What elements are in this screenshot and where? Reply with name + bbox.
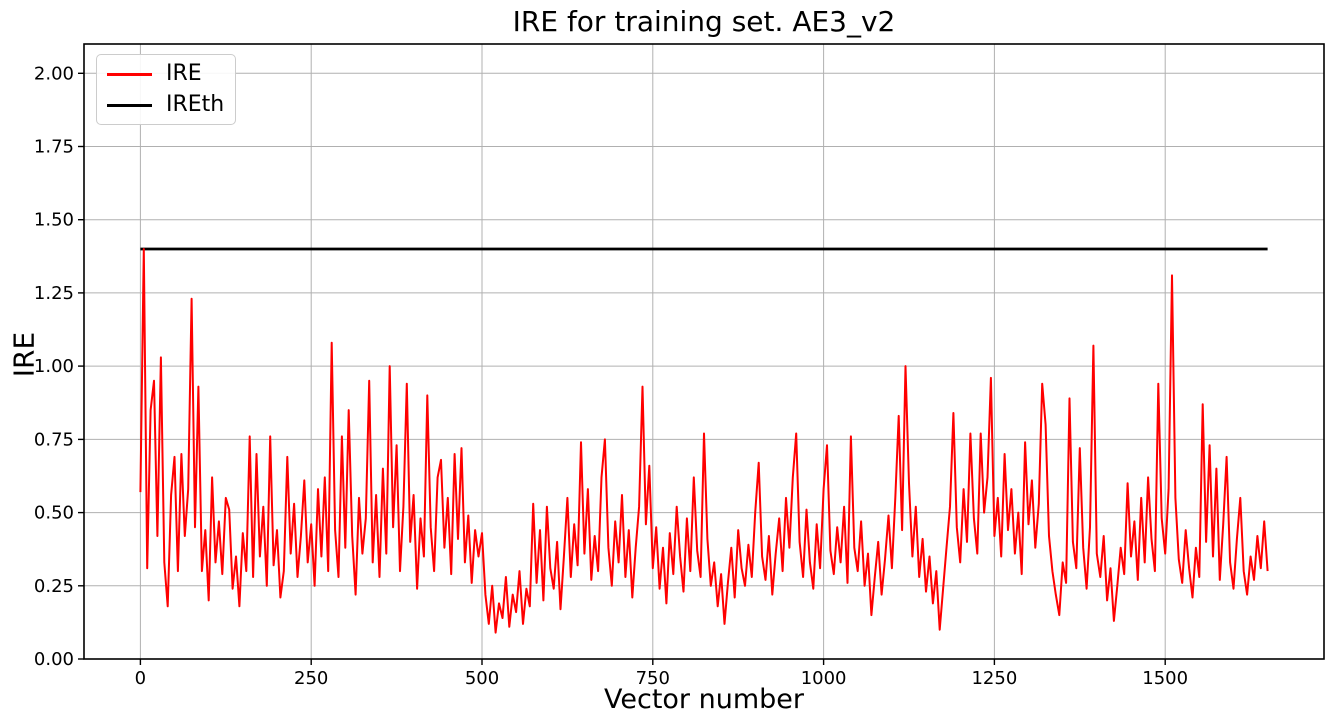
x-tick-label: 500 <box>465 668 499 689</box>
y-tick-label: 0.50 <box>34 503 74 524</box>
y-tick-label: 1.25 <box>34 283 74 304</box>
x-axis-label: Vector number <box>604 684 804 715</box>
legend: IRE IREth <box>96 54 236 125</box>
x-tick-label: 0 <box>135 668 146 689</box>
plot-border <box>83 43 1325 660</box>
legend-label-ireth: IREth <box>166 92 225 117</box>
legend-item-ire: IRE <box>107 63 225 85</box>
x-tick-label: 1000 <box>801 668 847 689</box>
x-tick-label: 750 <box>636 668 670 689</box>
y-tick-label: 2.00 <box>34 63 74 84</box>
legend-line-sample-ire <box>107 72 152 76</box>
y-axis-label: IRE <box>7 331 41 378</box>
y-tick-label: 1.50 <box>34 210 74 231</box>
y-tick-label: 1.00 <box>34 356 74 377</box>
y-tick-label: 0.00 <box>34 649 74 670</box>
chart-title: IRE for training set. AE3_v2 <box>512 5 896 38</box>
y-tick-label: 0.25 <box>34 576 74 597</box>
ire-series-line <box>139 248 1269 634</box>
y-tick-label: 0.75 <box>34 429 74 450</box>
legend-item-ireth: IREth <box>107 94 225 116</box>
x-tick-label: 1500 <box>1142 668 1188 689</box>
x-tick-label: 1250 <box>971 668 1017 689</box>
y-tick-label: 1.75 <box>34 137 74 158</box>
legend-label-ire: IRE <box>166 61 202 86</box>
x-tick-label: 250 <box>294 668 328 689</box>
legend-line-sample-ireth <box>107 103 152 107</box>
